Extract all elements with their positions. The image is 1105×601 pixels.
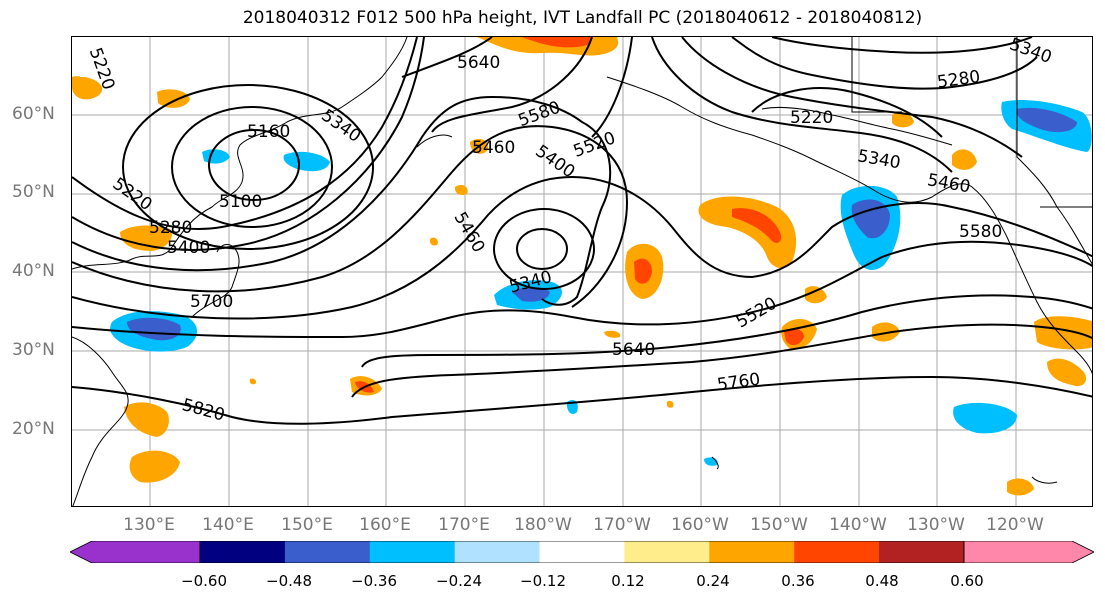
colorbar bbox=[70, 541, 1094, 563]
contour-label: 5520 bbox=[733, 294, 780, 333]
colorbar-segment bbox=[879, 541, 965, 563]
lon-label-170w: 170°W bbox=[593, 515, 651, 535]
height-contours bbox=[72, 37, 1092, 425]
ivt-positive-regions bbox=[72, 37, 1092, 496]
colorbar-tick: 0.60 bbox=[950, 572, 984, 590]
colorbar-segment bbox=[709, 541, 795, 563]
lat-label-40n: 40°N bbox=[12, 261, 55, 281]
colorbar-tick: 0.24 bbox=[696, 572, 730, 590]
colorbar-segment bbox=[624, 541, 710, 563]
lat-label-30n: 30°N bbox=[12, 340, 55, 360]
contour-label: 5100 bbox=[219, 192, 262, 212]
colorbar-segments bbox=[200, 541, 965, 563]
contour-label: 5220 bbox=[790, 108, 833, 128]
contour-label: 5220 bbox=[109, 174, 156, 215]
contour-label: 5460 bbox=[472, 138, 515, 158]
contour-label: 5280 bbox=[936, 67, 982, 93]
contour-label: 5820 bbox=[180, 395, 227, 426]
lon-label-140w: 140°W bbox=[829, 515, 887, 535]
lon-label-150e: 150°E bbox=[281, 515, 333, 535]
graticule bbox=[72, 37, 1092, 506]
lon-label-120w: 120°W bbox=[986, 515, 1044, 535]
contour-label: 5460 bbox=[926, 170, 972, 197]
contour-label: 5760 bbox=[716, 370, 762, 396]
lon-label-170e: 170°E bbox=[438, 515, 490, 535]
colorbar-tick: −0.12 bbox=[520, 572, 566, 590]
contour-label: 5280 bbox=[149, 218, 192, 238]
lat-label-60n: 60°N bbox=[12, 104, 55, 124]
contour-label: 5160 bbox=[247, 122, 290, 142]
colorbar-tick: −0.60 bbox=[181, 572, 227, 590]
contour-label: 5580 bbox=[959, 222, 1002, 242]
lon-label-130e: 130°E bbox=[123, 515, 175, 535]
coastlines bbox=[72, 37, 1092, 506]
map-title: 2018040312 F012 500 hPa height, IVT Land… bbox=[242, 8, 923, 28]
ivt-negative-regions bbox=[110, 100, 1092, 466]
lat-label-50n: 50°N bbox=[12, 182, 55, 202]
contour-label: 5340 bbox=[856, 146, 902, 173]
map-canvas: 5220 5160 5340 5100 5220 5280 5400 5700 … bbox=[72, 37, 1092, 506]
colorbar-tick: 0.12 bbox=[611, 572, 645, 590]
contour-label: 5700 bbox=[190, 292, 233, 312]
colorbar-segment bbox=[284, 541, 371, 563]
colorbar-tick: 0.36 bbox=[781, 572, 815, 590]
lon-label-160w: 160°W bbox=[671, 515, 729, 535]
contour-label: 5640 bbox=[457, 53, 500, 73]
colorbar-segment bbox=[539, 541, 625, 563]
contour-labels: 5220 5160 5340 5100 5220 5280 5400 5700 … bbox=[80, 37, 1054, 426]
colorbar-tick: 0.48 bbox=[865, 572, 899, 590]
colorbar-segment bbox=[454, 541, 541, 563]
colorbar-tick: −0.48 bbox=[266, 572, 312, 590]
lon-label-180w: 180°W bbox=[514, 515, 572, 535]
lat-label-20n: 20°N bbox=[12, 419, 55, 439]
colorbar-tick: −0.24 bbox=[436, 572, 482, 590]
map-panel[interactable]: 5220 5160 5340 5100 5220 5280 5400 5700 … bbox=[71, 36, 1093, 507]
lon-label-130w: 130°W bbox=[907, 515, 965, 535]
colorbar-segment bbox=[794, 541, 880, 563]
lon-label-150w: 150°W bbox=[750, 515, 808, 535]
colorbar-segment bbox=[200, 541, 286, 563]
contour-label: 5640 bbox=[612, 340, 655, 360]
lon-label-140e: 140°E bbox=[202, 515, 254, 535]
colorbar-tick: −0.36 bbox=[351, 572, 397, 590]
lon-label-160e: 160°E bbox=[359, 515, 411, 535]
contour-label: 5400 bbox=[167, 238, 210, 258]
colorbar-segment bbox=[369, 541, 456, 563]
